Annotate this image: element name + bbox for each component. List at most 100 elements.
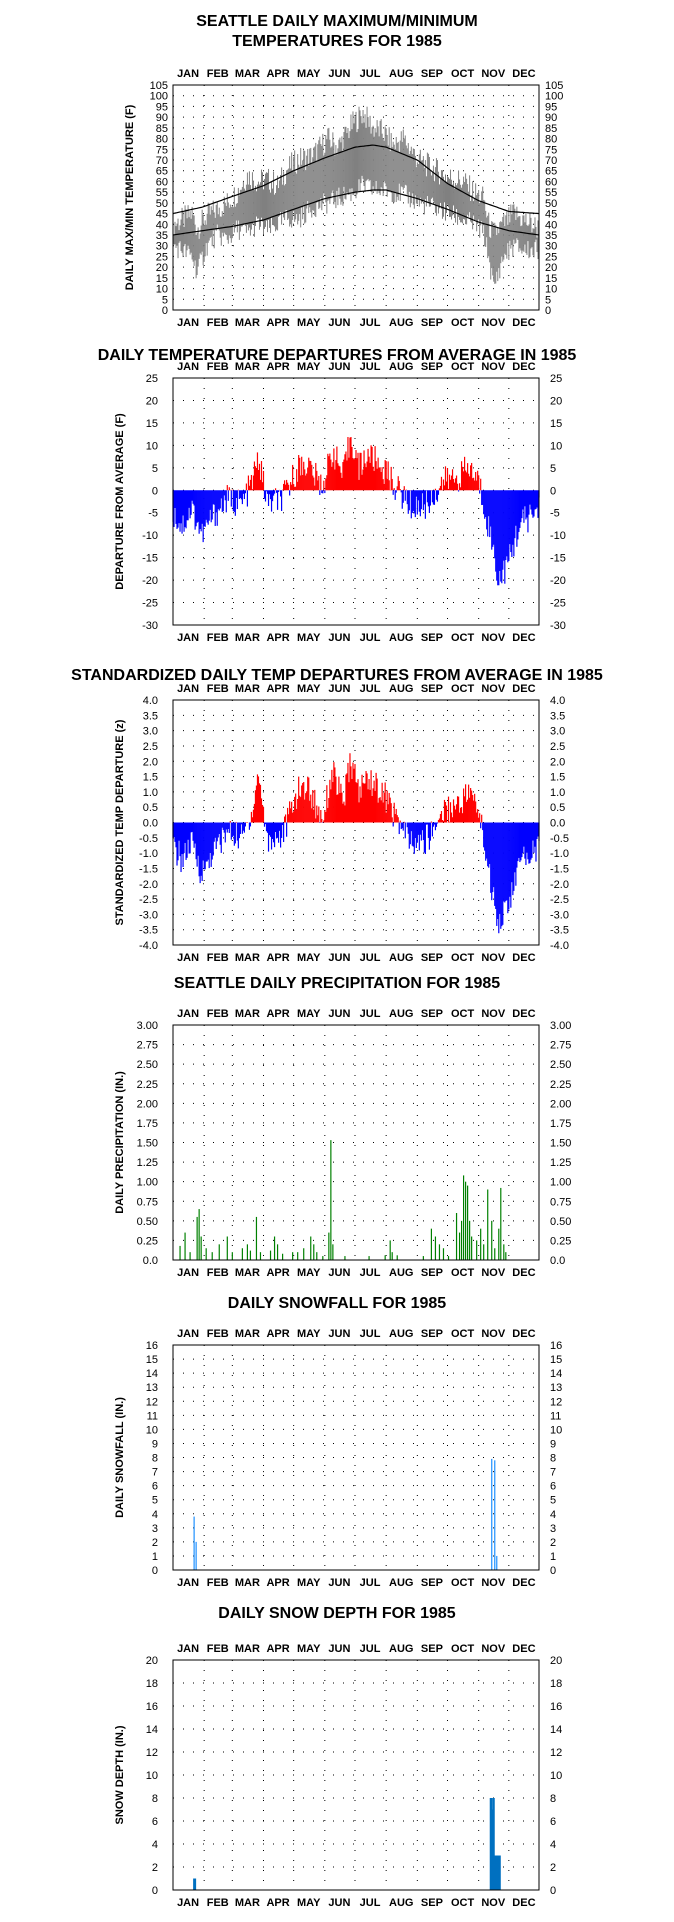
y-tick-label-right: -15	[550, 553, 566, 565]
y-tick-label-right: 10	[550, 1424, 562, 1436]
y-tick-label-right: 12	[550, 1747, 562, 1759]
y-tick-label-left: 2.0	[143, 756, 158, 768]
normal-max-line	[172, 144, 540, 215]
y-tick-label-left: 7	[152, 1467, 158, 1479]
month-label-bottom: NOV	[481, 632, 506, 644]
month-label-bottom: MAR	[235, 1897, 260, 1909]
month-label-bottom: JUN	[328, 317, 350, 329]
month-label-bottom: DEC	[512, 952, 535, 964]
y-tick-label-left: 16	[146, 1701, 158, 1713]
month-label-bottom: JUN	[328, 1267, 350, 1279]
y-tick-label-right: 3.00	[550, 1020, 571, 1032]
y-tick-label-right: 2.50	[550, 1059, 571, 1071]
y-tick-label-right: 20	[545, 262, 557, 274]
y-tick-label-right: 0	[550, 1565, 556, 1577]
y-tick-label-left: 25	[156, 251, 168, 263]
plot-frame	[172, 84, 540, 311]
y-tick-label-right: 1.00	[550, 1177, 571, 1189]
y-tick-label-right: 2.25	[550, 1079, 571, 1091]
y-axis-label: SNOW DEPTH (IN.)	[114, 1725, 126, 1824]
month-label-bottom: AUG	[389, 317, 413, 329]
month-label-bottom: DEC	[512, 1577, 535, 1589]
y-tick-label-left: 14	[146, 1368, 158, 1380]
y-tick-label-right: 5	[550, 463, 556, 475]
y-tick-label-right: 5	[550, 1495, 556, 1507]
month-label-top: MAR	[235, 683, 260, 695]
y-tick-label-right: 14	[550, 1724, 562, 1736]
y-tick-label-right: 1	[550, 1551, 556, 1563]
y-tick-label-left: 0.5	[143, 802, 158, 814]
month-label-bottom: AUG	[389, 1897, 413, 1909]
y-tick-label-left: 8	[152, 1793, 158, 1805]
month-label-bottom: AUG	[389, 632, 413, 644]
y-tick-label-left: 35	[156, 230, 168, 242]
y-tick-label-right: 30	[545, 241, 557, 253]
month-label-bottom: JUL	[360, 632, 381, 644]
y-tick-label-left: 1.50	[137, 1138, 158, 1150]
month-label-bottom: FEB	[207, 632, 229, 644]
month-label-bottom: APR	[266, 1897, 289, 1909]
month-label-top: DEC	[512, 1008, 535, 1020]
y-tick-label-left: 14	[146, 1724, 158, 1736]
y-tick-label-right: 0.25	[550, 1235, 571, 1247]
month-label-bottom: FEB	[207, 1897, 229, 1909]
y-tick-label-left: 9	[152, 1438, 158, 1450]
month-label-top: AUG	[389, 1328, 413, 1340]
y-tick-label-right: 16	[550, 1701, 562, 1713]
y-tick-label-left: -2.5	[139, 894, 158, 906]
y-tick-label-left: -0.5	[139, 833, 158, 845]
month-label-bottom: NOV	[481, 952, 506, 964]
month-label-bottom: JUL	[360, 1897, 381, 1909]
y-tick-label-right: -0.5	[550, 833, 569, 845]
month-label-bottom: SEP	[421, 317, 443, 329]
y-tick-label-right: 0.0	[550, 1255, 565, 1267]
y-tick-label-left: 0.0	[143, 1255, 158, 1267]
month-label-top: SEP	[421, 1008, 443, 1020]
y-tick-label-right: -3.5	[550, 925, 569, 937]
y-tick-label-left: 3.00	[137, 1020, 158, 1032]
y-tick-label-right: 0.75	[550, 1196, 571, 1208]
chart-title: DAILY SNOW DEPTH FOR 1985	[218, 1605, 455, 1622]
month-label-top: OCT	[451, 1328, 475, 1340]
y-tick-label-left: 0	[152, 1565, 158, 1577]
y-tick-label-left: 85	[156, 123, 168, 135]
y-tick-label-right: 1.25	[550, 1157, 571, 1169]
y-tick-label-left: 95	[156, 101, 168, 113]
month-label-top: JAN	[177, 361, 199, 373]
month-label-top: FEB	[207, 683, 229, 695]
month-label-top: JUN	[328, 68, 350, 80]
month-label-bottom: JUL	[360, 1577, 381, 1589]
y-tick-label-left: 8	[152, 1453, 158, 1465]
chart-snowfall: DAILY SNOWFALL FOR 1985 JAN JAN FEB FEB MAR MA…	[114, 1295, 562, 1589]
y-tick-label-right: 40	[545, 219, 557, 231]
y-tick-label-left: 6	[152, 1481, 158, 1493]
y-tick-label-left: 20	[146, 1655, 158, 1667]
y-tick-label-right: 2.00	[550, 1098, 571, 1110]
month-label-bottom: AUG	[389, 1577, 413, 1589]
month-label-top: MAR	[235, 361, 260, 373]
month-label-bottom: MAR	[235, 1577, 260, 1589]
chart-maxmin: SEATTLE DAILY MAXIMUM/MINIMUM TEMPERATURE…	[124, 13, 563, 329]
y-tick-label-left: 0.50	[137, 1216, 158, 1228]
y-tick-label-left: 11	[147, 1410, 158, 1422]
y-tick-label-right: 3.5	[550, 710, 565, 722]
month-label-bottom: AUG	[389, 952, 413, 964]
y-tick-label-left: 40	[156, 219, 168, 231]
month-label-top: JAN	[177, 1328, 199, 1340]
y-tick-label-left: -1.5	[139, 863, 158, 875]
month-label-top: FEB	[207, 68, 229, 80]
y-tick-label-left: 15	[146, 1354, 158, 1366]
y-tick-label-left: 10	[156, 284, 168, 296]
y-tick-label-left: 18	[146, 1678, 158, 1690]
month-label-bottom: SEP	[421, 1897, 443, 1909]
month-label-top: APR	[266, 683, 289, 695]
month-label-top: SEP	[421, 68, 443, 80]
y-tick-label-left: 45	[156, 209, 168, 221]
y-tick-label-left: 20	[156, 262, 168, 274]
month-label-top: NOV	[481, 1643, 506, 1655]
y-tick-label-left: 105	[150, 80, 168, 92]
month-label-top: MAY	[297, 1008, 321, 1020]
y-tick-label-left: 1.00	[137, 1177, 158, 1189]
month-label-bottom: JAN	[177, 952, 199, 964]
plot-frame	[172, 1024, 540, 1261]
